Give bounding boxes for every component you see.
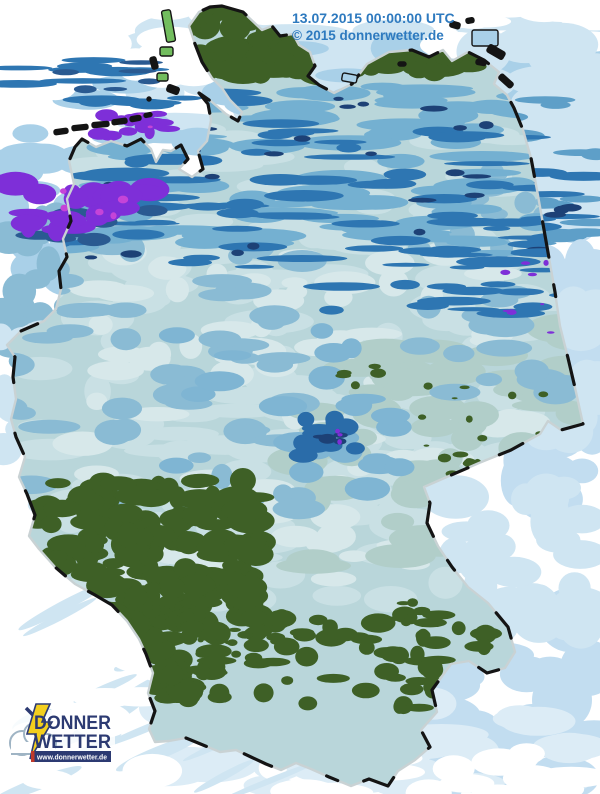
coastal-islands [53,9,514,136]
timestamp-label: 13.07.2015 00:00:00 UTC [292,10,455,26]
logo-banner: www.donnerwetter.de [31,751,111,762]
germany-border [5,4,585,788]
map-header: 13.07.2015 00:00:00 UTC © 2015 donnerwet… [292,9,455,45]
donnerwetter-logo[interactable]: DONNER WETTER www.donnerwetter.de [2,702,116,768]
logo-word-donner: DONNER [34,713,111,734]
logo-word-wetter: WETTER [34,732,111,753]
layer-northwest-heavy-precip [0,109,181,247]
copyright-label: © 2015 donnerwetter.de [292,28,444,43]
logo-banner-url: www.donnerwetter.de [36,755,107,762]
lightning-icon [24,703,54,760]
logo-graphic: DONNER WETTER www.donnerwetter.de [2,703,115,766]
